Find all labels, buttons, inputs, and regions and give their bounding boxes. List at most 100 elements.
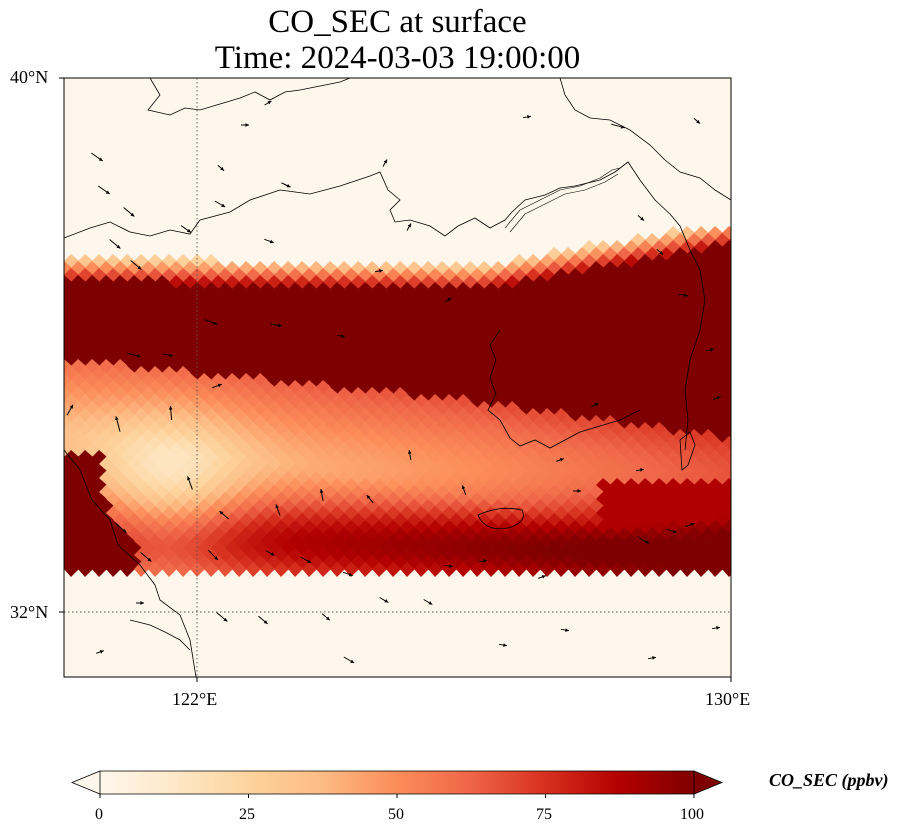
field-cell [736,310,751,325]
field-cell [764,366,779,381]
wind-arrow [109,239,121,249]
field-cell [778,310,793,325]
field-cell [470,562,485,577]
field-cell [64,540,65,542]
field-cell [743,261,758,276]
field-cell [778,408,793,423]
field-cell [414,562,429,577]
wind-arrow [241,123,249,127]
field-cell [708,562,723,577]
field-cell [743,513,758,528]
field-cell [92,562,107,577]
y-tick-label-32n: 32°N [10,602,49,622]
field-cell [750,562,765,577]
field-cell [722,296,731,311]
field-cell [736,492,751,507]
field-cell [29,499,44,514]
wind-arrow [478,559,488,563]
field-cell [456,562,471,577]
field-cell [750,422,765,437]
field-cell [29,373,44,388]
wind-arrow [127,352,141,358]
field-cell [64,554,65,556]
field-cell [743,275,758,290]
field-cell [36,562,51,577]
field-cell [743,541,758,556]
field-cell [64,513,72,528]
field-cell [750,548,765,563]
field-cell [743,247,758,262]
wind-arrow [374,269,384,273]
field-cell [736,422,751,437]
colorbar-tick-0: 0 [95,806,103,823]
field-cell [750,408,765,423]
field-cell [736,380,751,395]
field-cell [743,457,758,472]
field-cell [743,527,758,542]
y-tick-label-40n: 40°N [10,67,49,87]
field-cell [778,562,793,577]
wind-arrow [140,552,152,562]
field-cell [29,359,44,374]
field-cell [43,289,58,304]
field-cell [771,275,786,290]
field-cell [736,352,751,367]
field-cell [778,352,793,367]
field-cell [771,317,786,332]
field-cell [36,366,51,381]
field-cell [64,541,72,556]
field-cell [764,492,779,507]
wind-arrow [219,510,229,520]
field-cell [316,562,331,577]
field-cell [652,562,667,577]
field-cell [757,387,772,402]
wind-arrow [168,405,173,421]
field-cell [540,562,555,577]
field-cell [64,526,65,528]
field-cell [764,380,779,395]
field-cell [757,471,772,486]
field-cell [64,288,65,290]
field-cell [64,470,65,472]
field-cell [736,520,751,535]
field-cell [757,233,772,248]
field-cell [736,324,751,339]
field-cell [764,450,779,465]
field-cell [757,317,772,332]
wind-arrow [204,319,218,325]
wind-arrow [573,489,581,493]
field-cell [64,289,72,304]
field-cell [260,562,275,577]
field-cell [610,562,625,577]
coastlines [64,78,731,677]
field-cell [64,302,65,304]
wind-arrow [522,115,532,119]
colorbar-tick-25: 25 [239,806,255,823]
field-cell [722,394,731,409]
field-cell [736,282,751,297]
field-cell [771,485,786,500]
field-cell [743,233,758,248]
field-cell [64,555,72,570]
field-cell [722,366,731,381]
field-cell [736,366,751,381]
colorbar-tick-50: 50 [388,806,404,823]
wind-arrow [115,523,127,533]
field-cell [743,443,758,458]
field-cell [148,562,163,577]
field-cell [764,464,779,479]
field-cell [43,471,58,486]
field-cell [743,303,758,318]
field-cell [43,345,58,360]
wind-arrow [711,626,721,630]
field-cell [771,289,786,304]
field-cell [722,492,731,507]
plot-title-line2: Time: 2024-03-03 19:00:00 [214,40,581,76]
field-cell [29,289,44,304]
x-tick-label-130e: 130°E [705,689,751,709]
field-cell [722,534,731,549]
field-cell [64,373,72,388]
field-cell [771,401,786,416]
colorbar-label: CO_SEC (ppbv) [769,770,889,790]
field-cell [757,303,772,318]
